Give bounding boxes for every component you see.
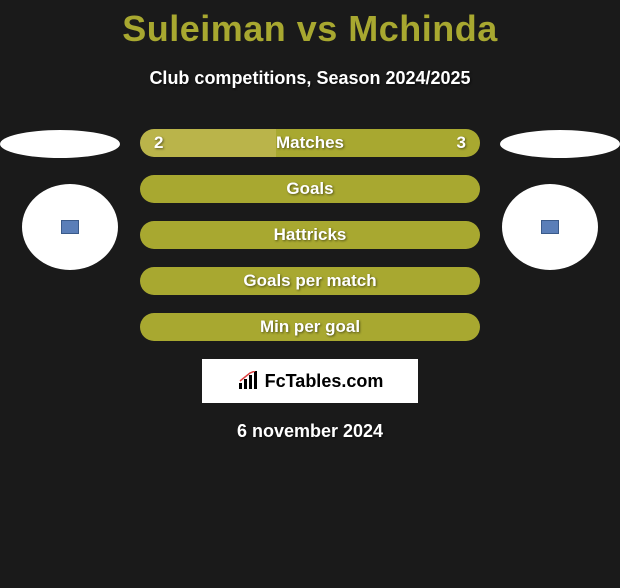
stat-left-value: 2: [154, 133, 163, 153]
player-left-badge-icon: [61, 220, 79, 234]
stat-bar-min-per-goal: Min per goal: [140, 313, 480, 341]
chart-icon: [237, 371, 261, 391]
stat-bar-goals-per-match: Goals per match: [140, 267, 480, 295]
stat-label: Min per goal: [260, 317, 360, 337]
stat-label: Goals: [286, 179, 333, 199]
stat-bar-matches: 2 Matches 3: [140, 129, 480, 157]
stat-bar-hattricks: Hattricks: [140, 221, 480, 249]
player-left-ellipse: [0, 130, 120, 158]
page-title: Suleiman vs Mchinda: [0, 8, 620, 50]
site-logo[interactable]: FcTables.com: [202, 359, 418, 403]
player-right-badge-icon: [541, 220, 559, 234]
stat-right-value: 3: [457, 133, 466, 153]
player-left-badge-circle: [22, 184, 118, 270]
stat-label: Matches: [276, 133, 344, 153]
player-right-badge-circle: [502, 184, 598, 270]
page-subtitle: Club competitions, Season 2024/2025: [0, 68, 620, 89]
site-logo-text: FcTables.com: [237, 371, 384, 392]
player-right-ellipse: [500, 130, 620, 158]
site-logo-label: FcTables.com: [265, 371, 384, 392]
stat-label: Hattricks: [274, 225, 347, 245]
stat-label: Goals per match: [243, 271, 376, 291]
footer-date: 6 november 2024: [0, 421, 620, 442]
stat-bar-goals: Goals: [140, 175, 480, 203]
